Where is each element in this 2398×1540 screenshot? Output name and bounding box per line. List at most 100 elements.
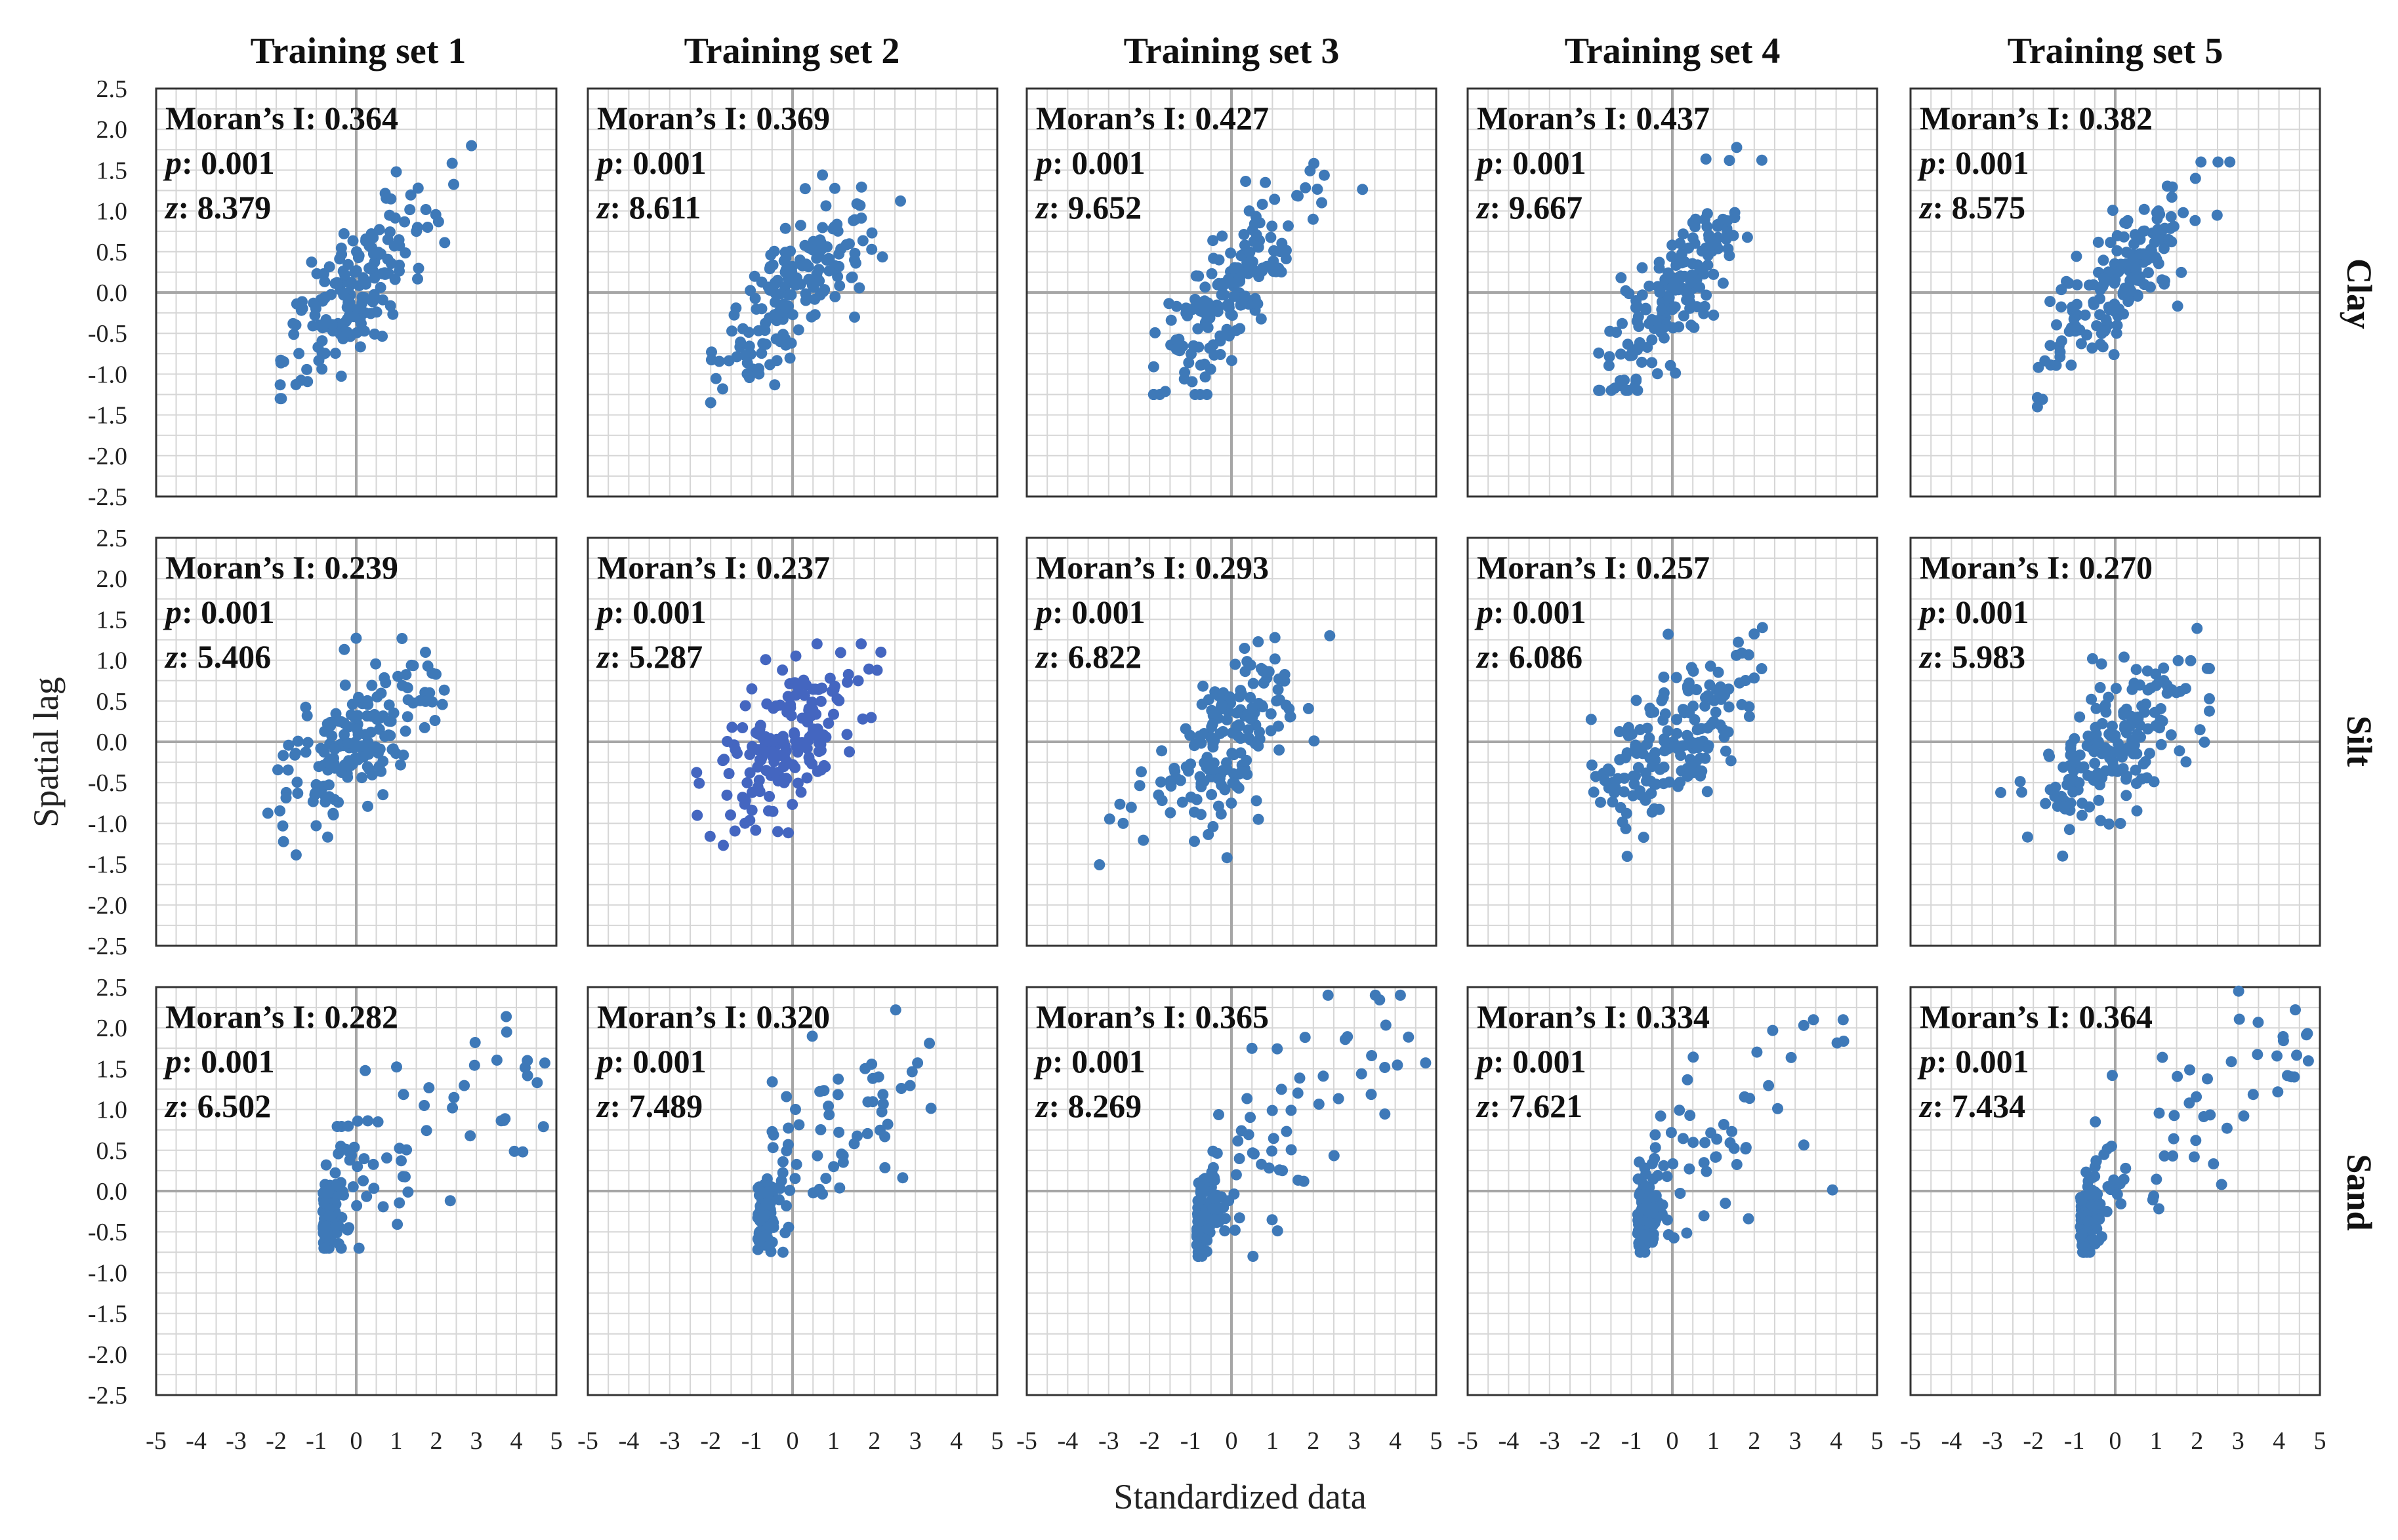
- y-tick-label: -1.5: [88, 1301, 127, 1328]
- data-point: [2071, 298, 2083, 310]
- data-point: [723, 355, 735, 367]
- data-point: [741, 777, 753, 788]
- data-point: [730, 302, 742, 314]
- x-tick-label: 4: [510, 1427, 523, 1455]
- data-point: [353, 1242, 365, 1254]
- x-tick-label: -4: [1499, 1427, 1519, 1455]
- z-value: : 6.502: [178, 1087, 271, 1124]
- data-point: [1355, 1068, 1367, 1080]
- y-tick-label: 0.5: [96, 688, 128, 716]
- data-point: [491, 1054, 503, 1066]
- data-point: [1649, 1142, 1661, 1154]
- data-point: [2271, 1050, 2283, 1062]
- data-point: [1247, 1147, 1258, 1159]
- data-point: [396, 1155, 407, 1167]
- panel-border: [155, 986, 558, 1396]
- data-point: [1229, 1225, 1241, 1236]
- data-point: [1701, 289, 1712, 301]
- data-point: [879, 1162, 891, 1173]
- data-point: [1216, 288, 1228, 300]
- data-point: [831, 218, 843, 230]
- data-point: [1271, 695, 1283, 707]
- data-point: [381, 192, 392, 204]
- data-point: [307, 796, 319, 807]
- data-point: [2157, 1051, 2168, 1063]
- data-point: [1668, 1232, 1680, 1244]
- data-point: [821, 241, 833, 253]
- data-point: [1165, 314, 1177, 326]
- data-point: [1729, 207, 1741, 218]
- data-point: [2189, 172, 2201, 184]
- z-value: : 8.575: [1932, 189, 2025, 226]
- data-point: [2128, 238, 2140, 250]
- data-point: [2082, 1175, 2094, 1187]
- data-point: [282, 764, 294, 776]
- data-point: [753, 325, 764, 336]
- data-point: [2141, 772, 2153, 784]
- data-point: [360, 729, 371, 740]
- data-point: [392, 670, 403, 682]
- data-point: [2153, 1203, 2164, 1215]
- data-point: [828, 708, 839, 720]
- data-point: [2190, 1135, 2202, 1146]
- p-symbol: p: [1474, 594, 1493, 630]
- y-tick-label: -0.5: [88, 1219, 127, 1246]
- moran-i-label: Moran’s I: 0.320: [597, 998, 830, 1035]
- data-point: [362, 1115, 374, 1127]
- data-point: [815, 1124, 827, 1135]
- data-point: [372, 1116, 384, 1127]
- p-value-label: p: 0.001: [1033, 144, 1146, 181]
- z-score-label: z: 9.652: [1035, 189, 1142, 226]
- p-symbol: p: [1474, 1043, 1493, 1080]
- data-point: [1603, 351, 1615, 363]
- y-tick-label: 0.0: [96, 729, 128, 756]
- data-point: [1269, 653, 1281, 665]
- data-point: [1192, 1195, 1204, 1207]
- data-point: [278, 750, 289, 761]
- data-point: [375, 687, 387, 699]
- data-point: [2301, 1029, 2312, 1041]
- data-point: [1690, 756, 1702, 767]
- data-point: [1195, 778, 1207, 790]
- data-point: [327, 809, 339, 821]
- data-point: [338, 228, 350, 239]
- data-point: [1751, 1046, 1763, 1058]
- data-point: [1194, 1242, 1206, 1254]
- data-point: [363, 240, 375, 252]
- data-point: [1281, 245, 1292, 256]
- data-point: [2069, 756, 2081, 768]
- z-score-label: z: 8.379: [164, 189, 271, 226]
- data-point: [2082, 1215, 2094, 1227]
- data-point: [1624, 350, 1636, 361]
- y-tick-label: -1.5: [88, 402, 127, 430]
- data-point: [342, 1120, 354, 1132]
- data-point: [1633, 1237, 1645, 1249]
- data-point: [329, 1167, 341, 1179]
- data-point: [744, 767, 756, 779]
- data-point: [1717, 277, 1729, 289]
- p-symbol: p: [1474, 144, 1493, 181]
- data-point: [2050, 359, 2062, 371]
- z-value: : 5.406: [178, 638, 271, 675]
- data-point: [1599, 775, 1611, 786]
- data-point: [1403, 1031, 1415, 1043]
- data-point: [341, 326, 353, 338]
- data-point: [2195, 156, 2207, 168]
- x-tick-label: -3: [1539, 1427, 1560, 1455]
- data-point: [2272, 1086, 2284, 1098]
- data-point: [751, 744, 763, 756]
- data-point: [2167, 1150, 2179, 1162]
- data-point: [2150, 253, 2162, 265]
- data-point: [1748, 672, 1760, 684]
- data-point: [432, 216, 444, 228]
- data-point: [1195, 359, 1207, 371]
- p-value: : 0.001: [1052, 594, 1146, 630]
- z-symbol: z: [1035, 1087, 1049, 1124]
- data-point: [358, 1175, 369, 1186]
- data-point: [877, 1089, 889, 1101]
- data-point: [1243, 247, 1255, 258]
- data-point: [749, 270, 760, 282]
- data-point: [1213, 254, 1225, 266]
- x-tick-label: 5: [2314, 1427, 2326, 1455]
